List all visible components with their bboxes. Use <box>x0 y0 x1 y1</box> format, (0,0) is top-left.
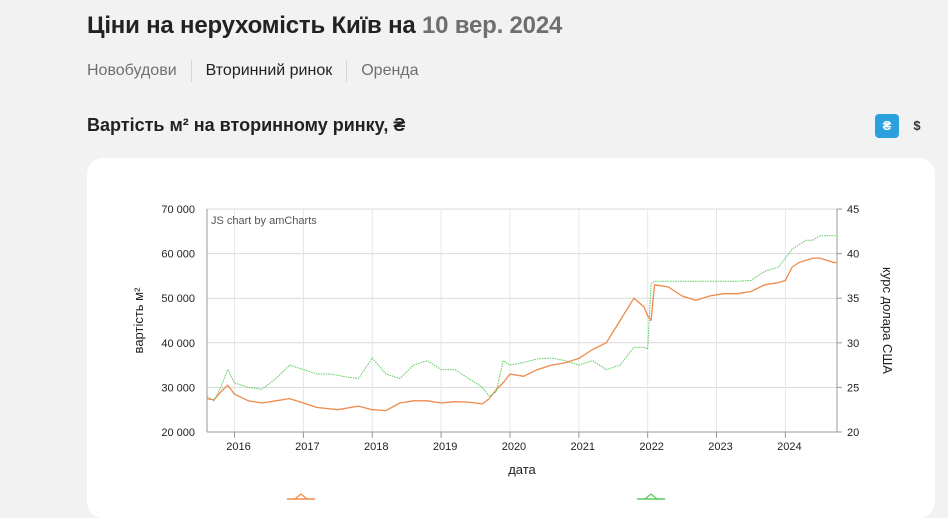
x-tick-label: 2018 <box>364 441 388 453</box>
x-tick-label: 2023 <box>708 441 732 453</box>
x-tick-label: 2024 <box>777 441 801 453</box>
y-left-tick-label: 70 000 <box>161 204 195 216</box>
y-left-tick-label: 50 000 <box>161 293 195 305</box>
legend-marker-price-glyph <box>294 493 308 500</box>
legend-marker-usd-rate-glyph <box>644 493 658 500</box>
x-tick-label: 2019 <box>433 441 457 453</box>
y-left-tick-label: 40 000 <box>161 338 195 350</box>
y-right-tick-label: 30 <box>847 338 859 350</box>
x-tick-label: 2020 <box>502 441 526 453</box>
series-line-price <box>206 257 837 412</box>
y-right-tick-label: 40 <box>847 249 859 261</box>
y-right-tick-label: 35 <box>847 293 859 305</box>
tab-new-buildings[interactable]: Новобудови <box>87 62 177 79</box>
y-left-tick-label: 30 000 <box>161 382 195 394</box>
currency-usd-button[interactable]: $ <box>913 118 921 133</box>
x-axis-title: дата <box>508 462 536 477</box>
page-title-main: Ціни на нерухомість Київ на <box>87 12 416 39</box>
y-left-tick-label: 60 000 <box>161 249 195 261</box>
chart-card: 20 000 30 000 40 000 50 000 60 000 70 000 20 25… <box>87 158 935 518</box>
chart-watermark: JS chart by amCharts <box>211 215 317 227</box>
y-right-tick-label: 20 <box>847 427 859 439</box>
section-title: Вартість м² на вторинному ринку, ₴ <box>87 115 406 135</box>
tab-rent[interactable]: Оренда <box>346 60 432 82</box>
y-right-tick-label: 25 <box>847 382 859 394</box>
y-right-axis-title: курс долара США <box>880 267 895 374</box>
page-title: Ціни на нерухомість Київ на 10 вер. 2024 <box>87 12 562 40</box>
y-right-tick-label: 45 <box>847 204 859 216</box>
x-tick-label: 2016 <box>226 441 250 453</box>
tab-secondary-market[interactable]: Вторинний ринок <box>190 60 347 82</box>
currency-uah-button[interactable]: ₴ <box>875 114 899 138</box>
y-left-axis-title: вартість м² <box>131 287 146 354</box>
x-tick-label: 2021 <box>571 441 595 453</box>
page-title-date: 10 вер. 2024 <box>421 12 563 39</box>
x-tick-label: 2017 <box>295 441 319 453</box>
price-chart: 20 000 30 000 40 000 50 000 60 000 70 000 20 25… <box>131 204 895 500</box>
x-tick-label: 2022 <box>639 441 663 453</box>
market-tabs: Новобудови Вторинний ринок Оренда <box>87 60 433 82</box>
y-left-tick-label: 20 000 <box>161 427 195 439</box>
